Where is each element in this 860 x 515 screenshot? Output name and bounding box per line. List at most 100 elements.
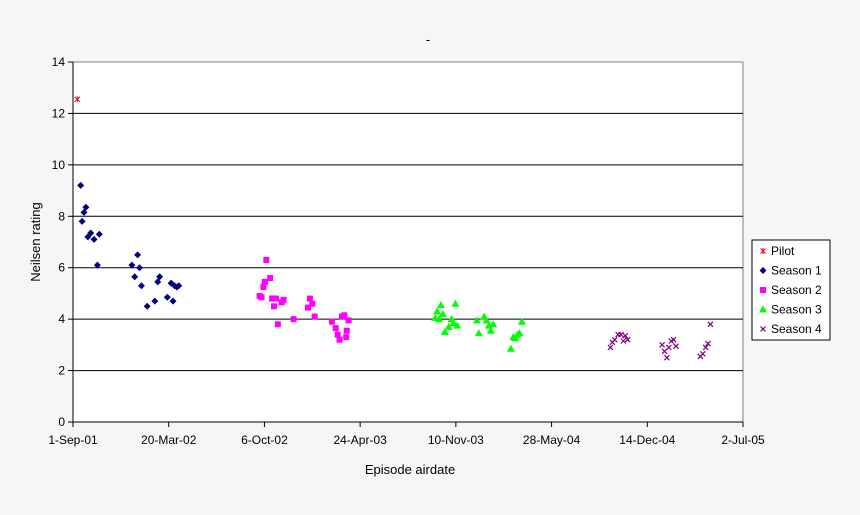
y-tick-label: 6: [58, 261, 65, 275]
data-point: [151, 297, 159, 305]
data-point: [607, 344, 614, 351]
data-point: [271, 303, 277, 310]
data-point: [269, 295, 276, 302]
data-point: [482, 316, 491, 324]
data-point: [673, 343, 679, 350]
data-point: [137, 282, 145, 290]
data-point: [154, 278, 162, 286]
chart-title: -: [426, 32, 430, 47]
data-point: [618, 331, 624, 338]
data-point: [624, 336, 631, 343]
data-point: [663, 354, 670, 361]
data-point: [336, 336, 343, 343]
x-tick-label: 10-Nov-03: [428, 433, 484, 447]
data-point: [670, 336, 677, 343]
data-point: [486, 326, 495, 334]
data-point: [175, 282, 183, 290]
series-season-1: [77, 181, 183, 310]
data-point: [82, 203, 90, 211]
data-point: [136, 264, 144, 272]
data-point: [261, 278, 268, 285]
y-tick-label: 12: [52, 106, 66, 120]
data-point: [304, 304, 311, 311]
data-point: [699, 350, 706, 357]
data-point: [343, 334, 350, 341]
y-tick-label: 8: [58, 209, 65, 223]
data-point: [134, 251, 142, 259]
data-point: [511, 334, 520, 342]
y-axis: 0 2 4 6 8 10 12 14: [52, 55, 74, 429]
x-tick-label: 28-May-04: [523, 433, 581, 447]
x-tick-label: 24-Apr-03: [333, 433, 387, 447]
data-point: [93, 261, 101, 269]
data-point: [517, 317, 526, 325]
data-point: [659, 341, 666, 348]
data-point: [474, 329, 483, 337]
data-point: [341, 312, 348, 319]
grid-lines: [73, 112, 743, 372]
data-point: [472, 316, 481, 324]
y-tick-label: 0: [58, 415, 65, 429]
plot-area: [72, 61, 744, 423]
data-point: [334, 331, 341, 338]
data-point: [622, 332, 629, 339]
data-point: [143, 302, 151, 310]
data-point: [328, 318, 335, 325]
legend-label: Season 1: [771, 264, 822, 278]
x-axis: 1-Sep-01 20-Mar-02 6-Oct-02 24-Apr-03 10-Nov…: [48, 421, 765, 447]
legend-marker: [760, 287, 766, 293]
data-point: [489, 320, 498, 328]
data-point: [702, 344, 709, 351]
data-point: [156, 273, 164, 281]
x-tick-label: 2-Jul-05: [721, 433, 765, 447]
data-point: [169, 297, 177, 305]
x-tick-label: 20-Mar-02: [141, 433, 197, 447]
data-point: [438, 310, 447, 317]
data-point: [309, 300, 316, 307]
series-pilot: [74, 96, 81, 103]
data-point: [620, 338, 627, 344]
data-point: [87, 229, 95, 237]
data-point: [260, 284, 267, 290]
data-point: [506, 344, 515, 352]
data-point: [437, 301, 446, 308]
data-point: [453, 321, 462, 329]
data-point: [290, 316, 297, 323]
data-point: [611, 336, 618, 343]
data-point: [267, 275, 274, 281]
data-point: [280, 296, 287, 303]
legend-label: Season 4: [771, 322, 822, 336]
data-point: [332, 325, 339, 332]
legend-marker: [760, 326, 766, 332]
data-point: [274, 321, 281, 328]
legend: Pilot Season 1 Season 2 Season 3 Season 4: [751, 239, 831, 341]
x-tick-label: 6-Oct-02: [241, 433, 288, 447]
data-point: [74, 96, 81, 103]
y-axis-title: Neilsen rating: [28, 202, 43, 282]
data-point: [665, 344, 672, 351]
data-point: [311, 313, 318, 320]
legend-label: Season 2: [771, 283, 822, 297]
x-tick-label: 1-Sep-01: [48, 433, 98, 447]
data-point: [272, 295, 279, 302]
data-point: [128, 261, 136, 269]
data-point: [707, 321, 714, 328]
data-point: [515, 329, 524, 337]
data-point: [343, 327, 350, 334]
x-axis-title: Episode airdate: [365, 462, 455, 477]
data-point: [433, 307, 442, 315]
data-point: [163, 293, 171, 301]
series-season-3: [431, 299, 526, 352]
y-tick-label: 10: [52, 158, 66, 172]
data-points: [74, 96, 714, 361]
legend-marker: [759, 267, 767, 274]
legend-item: Season 3: [759, 303, 822, 317]
legend-item: Season 2: [760, 283, 822, 297]
series-season-4: [607, 321, 714, 361]
data-point: [263, 257, 270, 263]
data-point: [345, 317, 352, 324]
data-point: [451, 299, 460, 307]
x-tick-label: 14-Dec-04: [619, 433, 675, 447]
